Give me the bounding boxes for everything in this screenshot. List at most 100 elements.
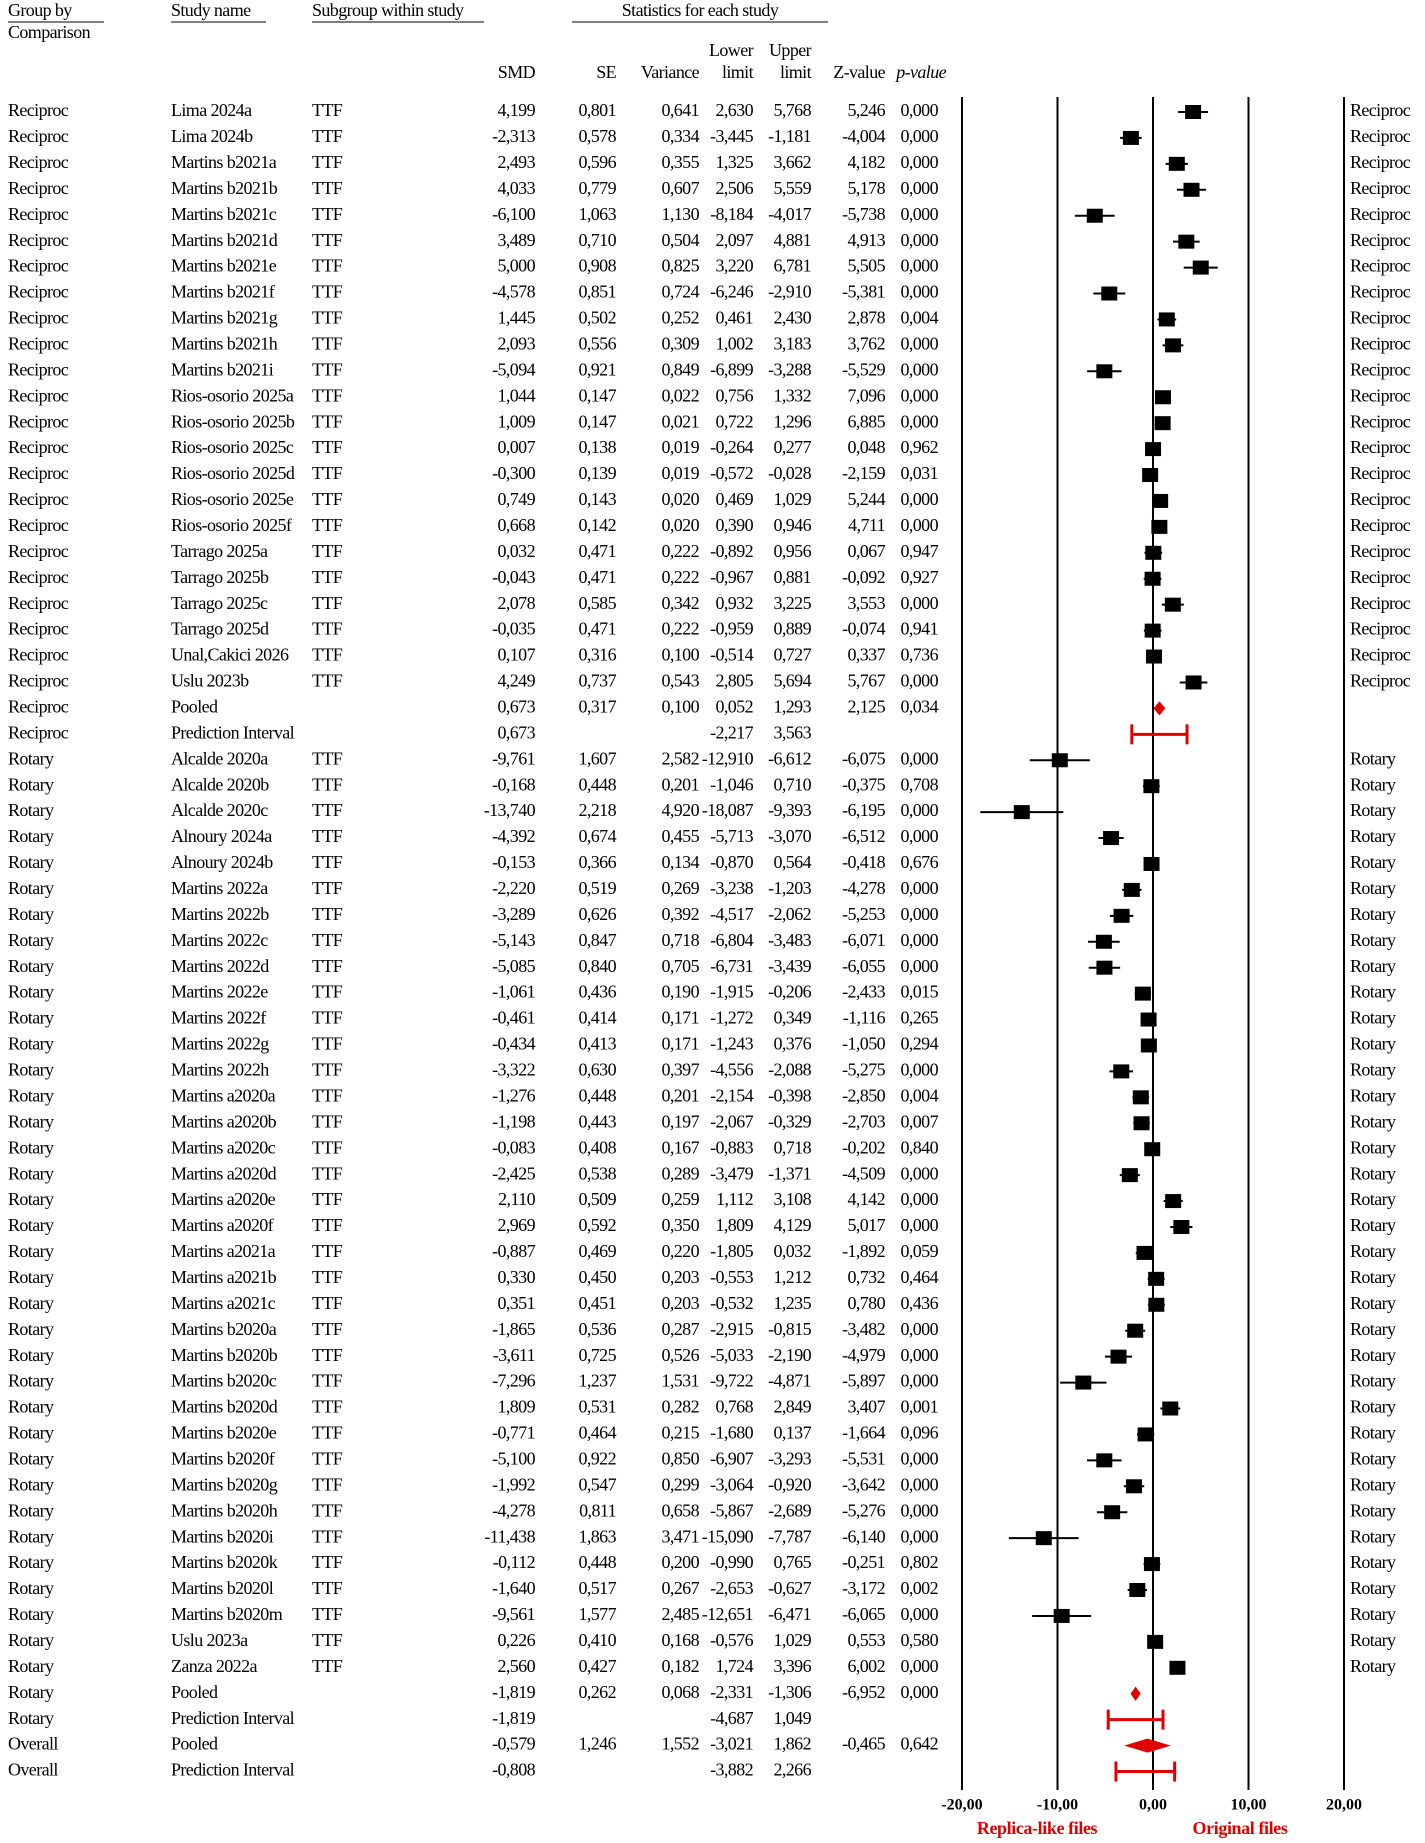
table-cell: 0,000 — [900, 904, 938, 924]
table-cell: 4,249 — [497, 671, 535, 691]
comparison: Rotary — [8, 1682, 54, 1702]
table-cell: -6,195 — [842, 800, 885, 820]
table-cell: 0,801 — [578, 100, 616, 120]
subgroup: TTF — [312, 1500, 343, 1520]
table-cell: 0,946 — [773, 515, 811, 535]
subgroup: TTF — [312, 385, 343, 405]
table-cell: 1,237 — [578, 1371, 616, 1391]
table-cell: 2,582 — [661, 748, 699, 768]
table-cell: -1,640 — [492, 1578, 535, 1598]
table-cell: 0,000 — [900, 1448, 938, 1468]
table-cell: 0,282 — [661, 1397, 699, 1417]
comparison: Reciproc — [8, 463, 69, 483]
effect-box — [1035, 1531, 1052, 1546]
subgroup: TTF — [312, 463, 343, 483]
table-cell: -0,418 — [842, 852, 885, 872]
table-cell: 0,000 — [900, 593, 938, 613]
header: Statistics for each study — [622, 0, 779, 20]
effect-box — [1158, 312, 1175, 327]
table-cell: 0,096 — [900, 1423, 938, 1443]
table-cell: 0,349 — [773, 1008, 811, 1028]
table-cell: 0,725 — [578, 1345, 616, 1365]
comparison: Reciproc — [8, 178, 69, 198]
table-cell: 0,464 — [900, 1267, 938, 1287]
table-cell: -2,154 — [710, 1085, 753, 1105]
study-name: Prediction Interval — [171, 1708, 295, 1728]
table-cell: 0,927 — [900, 567, 938, 587]
effect-box — [1144, 571, 1161, 586]
table-cell: -6,065 — [842, 1604, 885, 1624]
table-cell: -6,612 — [768, 748, 811, 768]
comparison: Reciproc — [8, 100, 69, 120]
table-cell: -5,100 — [492, 1448, 535, 1468]
table-cell: 0,197 — [661, 1111, 699, 1131]
table-cell: 0,000 — [900, 256, 938, 276]
subgroup: TTF — [312, 489, 343, 509]
comparison-right: Rotary — [1350, 904, 1396, 924]
table-cell: 0,469 — [715, 489, 753, 509]
table-cell: 0,134 — [661, 852, 699, 872]
table-cell: 0,455 — [661, 826, 699, 846]
comparison-right: Rotary — [1350, 800, 1396, 820]
comparison-right: Rotary — [1350, 1448, 1396, 1468]
effect-box — [1165, 1194, 1182, 1209]
comparison: Overall — [8, 1760, 58, 1780]
table-cell: 0,299 — [661, 1474, 699, 1494]
table-cell: -4,578 — [492, 282, 535, 302]
comparison-right: Rotary — [1350, 1526, 1396, 1546]
effect-box — [1168, 156, 1185, 171]
table-cell: -0,168 — [492, 774, 535, 794]
table-cell: 5,178 — [847, 178, 885, 198]
table-cell: 0,167 — [661, 1137, 699, 1157]
table-cell: 0,262 — [578, 1682, 616, 1702]
table-cell: -2,425 — [492, 1163, 535, 1183]
comparison-right: Rotary — [1350, 930, 1396, 950]
study-name: Martins 2022h — [171, 1060, 269, 1080]
table-cell: -1,276 — [492, 1085, 535, 1105]
table-cell: -1,181 — [768, 126, 811, 146]
table-cell: 0,334 — [661, 126, 699, 146]
study-name: Tarrago 2025b — [171, 567, 269, 587]
comparison-right: Rotary — [1350, 826, 1396, 846]
x-tick-label: -20,00 — [941, 1797, 982, 1814]
table-cell: 0,000 — [900, 411, 938, 431]
study-name: Tarrago 2025c — [171, 593, 268, 613]
table-cell: 0,007 — [497, 437, 535, 457]
table-cell: -6,804 — [710, 930, 753, 950]
study-name: Prediction Interval — [171, 722, 295, 742]
table-cell: -4,017 — [768, 204, 811, 224]
subgroup: TTF — [312, 1656, 343, 1676]
table-cell: 0,443 — [578, 1111, 616, 1131]
subgroup: TTF — [312, 1397, 343, 1417]
table-cell: -6,246 — [710, 282, 753, 302]
study-name: Pooled — [171, 697, 218, 717]
effect-box — [1101, 286, 1118, 301]
table-cell: 0,556 — [578, 333, 616, 353]
table-cell: 0,203 — [661, 1267, 699, 1287]
subgroup: TTF — [312, 1241, 343, 1261]
table-cell: -1,819 — [492, 1682, 535, 1702]
table-cell: 0,222 — [661, 619, 699, 639]
table-cell: 0,461 — [715, 308, 753, 328]
effect-box — [1185, 675, 1202, 690]
table-cell: 2,630 — [715, 100, 753, 120]
table-cell: -3,289 — [492, 904, 535, 924]
table-cell: -6,100 — [492, 204, 535, 224]
table-cell: 0,000 — [900, 1656, 938, 1676]
table-cell: -5,085 — [492, 956, 535, 976]
table-cell: 0,768 — [715, 1397, 753, 1417]
comparison-right: Rotary — [1350, 1656, 1396, 1676]
comparison: Rotary — [8, 1578, 54, 1598]
header: limit — [780, 62, 812, 82]
table-cell: 3,220 — [715, 256, 753, 276]
table-cell: -1,243 — [710, 1034, 753, 1054]
comparison: Rotary — [8, 930, 54, 950]
pooled-diamond-marker — [1130, 1686, 1141, 1701]
table-cell: 4,711 — [848, 515, 885, 535]
table-cell: -6,071 — [842, 930, 885, 950]
table-cell: 0,294 — [900, 1034, 938, 1054]
table-cell: 0,504 — [661, 230, 699, 250]
table-cell: 0,536 — [578, 1319, 616, 1339]
table-cell: 0,000 — [900, 489, 938, 509]
table-cell: 0,015 — [900, 982, 938, 1002]
